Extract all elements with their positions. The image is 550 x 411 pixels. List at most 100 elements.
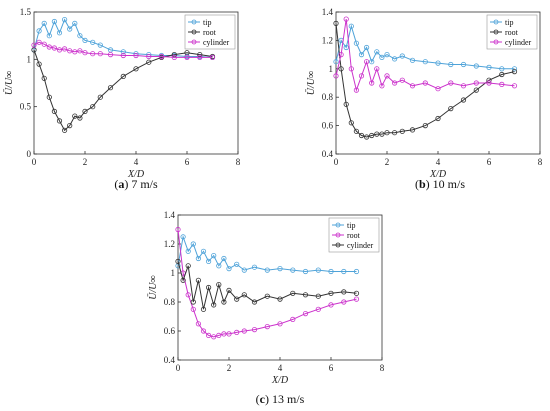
caption-open-paren: ( xyxy=(256,392,260,406)
data-point xyxy=(90,39,96,45)
data-point xyxy=(333,59,339,65)
x-tick-label: 8 xyxy=(380,363,385,373)
data-point xyxy=(216,332,222,338)
data-point xyxy=(374,49,380,55)
data-point xyxy=(185,263,191,269)
legend-entry-tip: tip xyxy=(347,221,355,230)
data-point xyxy=(36,39,42,45)
y-tick-label: 1.5 xyxy=(20,7,32,17)
data-point xyxy=(353,128,359,134)
data-point xyxy=(234,296,240,302)
data-point xyxy=(348,66,354,72)
y-tick-label: 1.2 xyxy=(164,239,175,249)
data-point xyxy=(264,293,270,299)
data-point xyxy=(486,80,492,86)
data-point xyxy=(399,77,405,83)
legend-swatch-marker xyxy=(493,39,499,45)
data-point xyxy=(46,44,52,50)
data-point xyxy=(384,130,390,136)
series-line-root xyxy=(177,229,357,338)
x-tick-label: 8 xyxy=(236,157,241,167)
panel-caption: (b) 10 m/s xyxy=(415,177,465,191)
caption-text: ) 13 m/s xyxy=(265,392,305,406)
data-point xyxy=(133,52,139,59)
data-point xyxy=(51,108,58,115)
series-root xyxy=(31,47,216,133)
data-point xyxy=(77,115,83,121)
data-point xyxy=(200,248,207,254)
x-tick-label: 6 xyxy=(329,363,334,373)
data-point xyxy=(379,83,385,89)
data-point xyxy=(374,131,380,137)
series-line-cylinder xyxy=(335,19,515,92)
data-point xyxy=(363,44,370,51)
data-point xyxy=(67,26,73,32)
x-tick-label: 0 xyxy=(334,157,339,167)
data-point xyxy=(369,59,375,65)
data-point xyxy=(185,292,191,298)
data-point xyxy=(328,268,334,275)
data-point xyxy=(211,302,217,308)
series-line-root xyxy=(33,49,213,132)
data-point xyxy=(82,37,88,44)
data-point xyxy=(290,290,296,296)
x-tick-label: 0 xyxy=(176,363,181,373)
data-point xyxy=(302,268,309,275)
x-tick-label: 6 xyxy=(185,157,190,167)
y-tick-label: 0.4 xyxy=(322,149,334,159)
data-point xyxy=(473,87,479,93)
data-point xyxy=(46,94,52,100)
data-point xyxy=(369,132,375,139)
data-point xyxy=(107,51,114,58)
data-point xyxy=(473,80,479,86)
data-point xyxy=(211,253,217,259)
legend-swatch-marker xyxy=(191,29,197,35)
data-point xyxy=(277,321,283,327)
data-point xyxy=(384,73,390,79)
y-axis-label: Ū/U∞ xyxy=(305,71,317,95)
data-point xyxy=(180,277,186,283)
data-point xyxy=(353,40,359,46)
data-point xyxy=(171,54,177,61)
data-point xyxy=(46,33,52,39)
data-point xyxy=(184,54,190,61)
data-point xyxy=(197,54,203,61)
data-point xyxy=(315,293,321,299)
series-line-tip xyxy=(177,234,357,273)
data-point xyxy=(107,85,114,91)
panel-caption: (c) 13 m/s xyxy=(256,392,305,406)
data-point xyxy=(67,48,73,54)
y-tick-label: 0.8 xyxy=(322,92,334,102)
data-point xyxy=(409,57,416,63)
caption-panel-label: c xyxy=(260,392,266,406)
data-point xyxy=(409,83,416,89)
data-point xyxy=(369,80,375,86)
x-tick-label: 2 xyxy=(385,157,390,167)
y-axis-label: Ū/U∞ xyxy=(147,275,159,299)
data-point xyxy=(221,255,227,262)
data-point xyxy=(195,321,201,327)
data-point xyxy=(486,64,492,71)
data-point xyxy=(200,306,207,312)
data-point xyxy=(211,334,217,340)
legend-swatch-marker xyxy=(335,222,341,228)
x-axis-label: X/D xyxy=(127,169,145,180)
legend-entry-cylinder: cylinder xyxy=(347,241,374,250)
y-tick-label: 1 xyxy=(27,54,32,64)
y-tick-label: 1.2 xyxy=(322,35,333,45)
legend-entry-root: root xyxy=(505,28,519,37)
x-tick-label: 8 xyxy=(538,157,543,167)
data-point xyxy=(206,332,212,338)
data-point xyxy=(338,66,344,72)
data-point xyxy=(315,267,321,273)
data-point xyxy=(41,75,47,81)
x-tick-label: 2 xyxy=(227,363,232,373)
series-root xyxy=(175,226,360,340)
y-axis-label: Ū/U∞ xyxy=(3,71,15,95)
data-point xyxy=(180,234,186,240)
data-point xyxy=(358,132,365,139)
legend-swatch-marker xyxy=(191,19,197,25)
data-point xyxy=(120,52,126,59)
x-tick-label: 4 xyxy=(134,157,139,167)
data-point xyxy=(175,258,181,264)
